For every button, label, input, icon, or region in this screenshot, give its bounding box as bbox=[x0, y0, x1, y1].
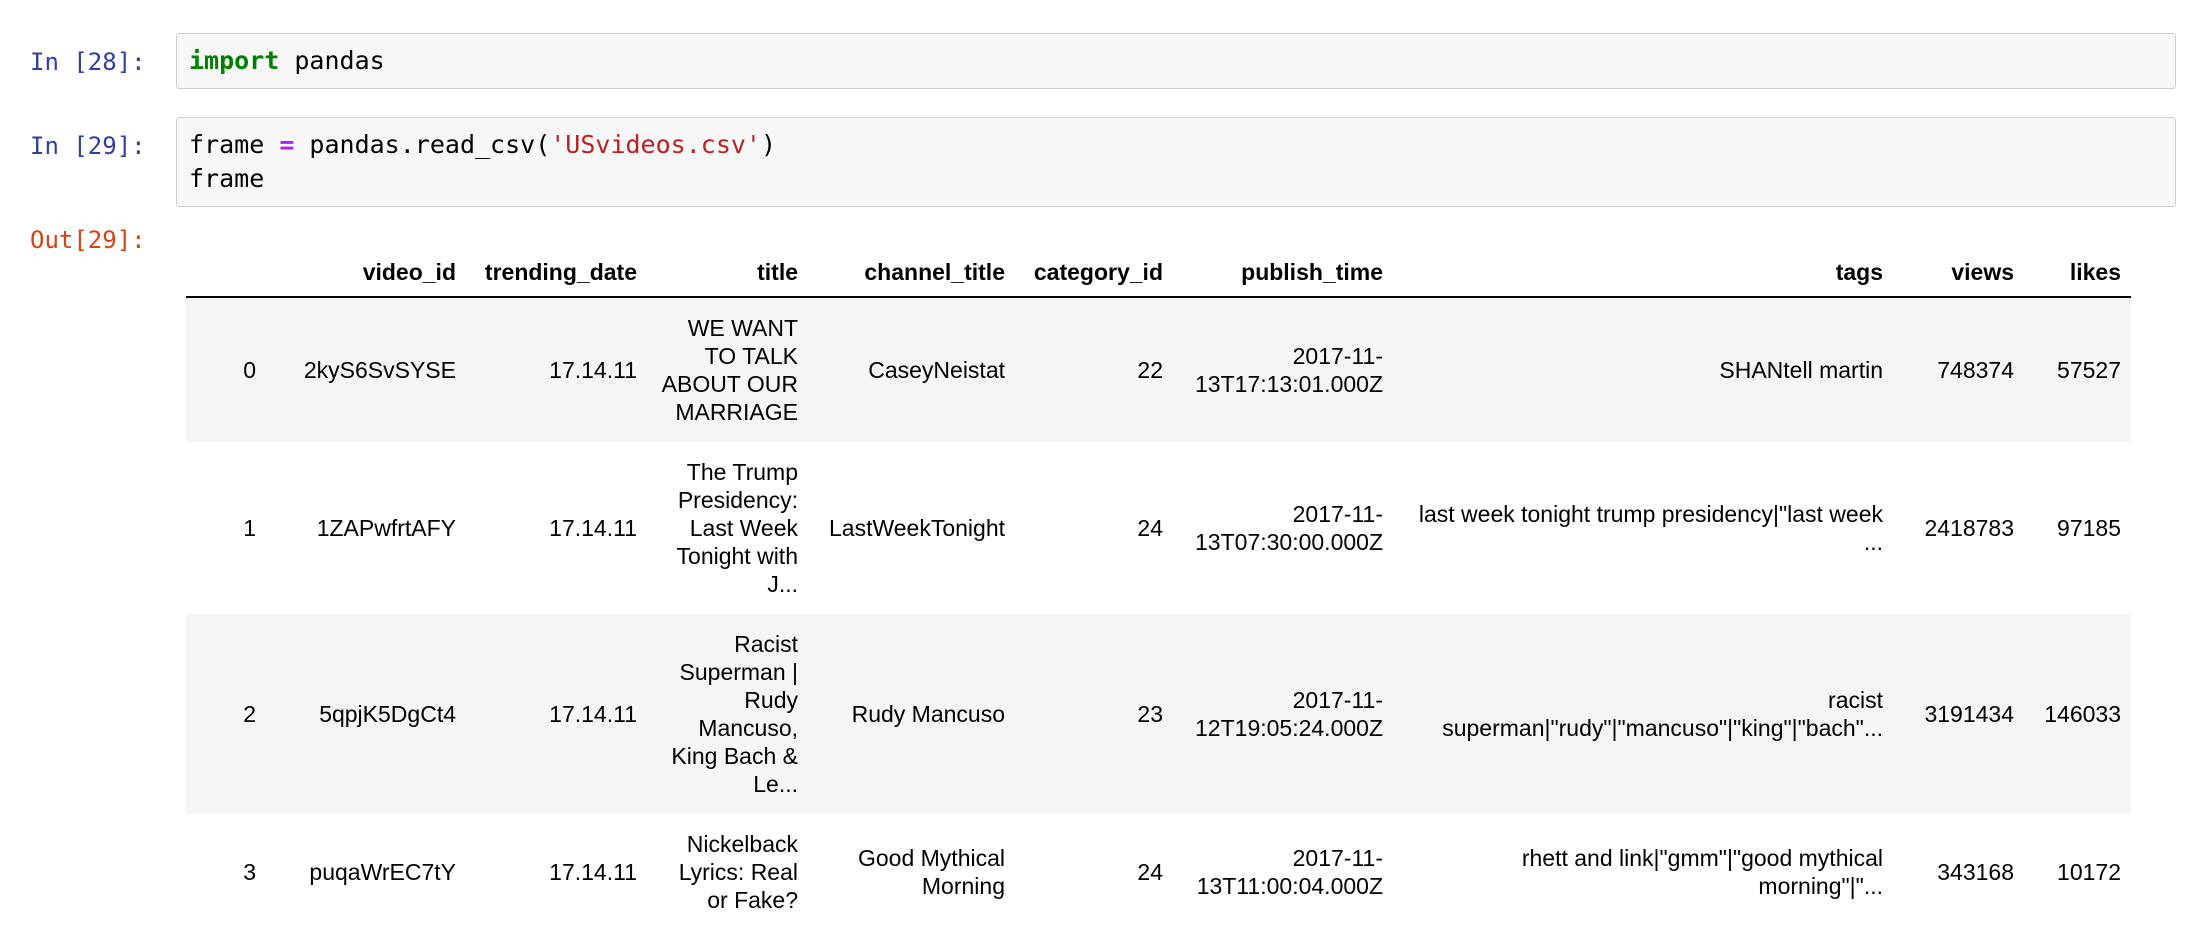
table-cell: puqaWrEC7tY bbox=[309, 859, 456, 885]
table-cell: 24 bbox=[1137, 859, 1163, 885]
output-table-wrap: video_id trending_date title channel_title c… bbox=[186, 250, 2166, 930]
table-body: 0 2kyS6SvSYSE 17.14.11 WE WANT TO TALK ABOU… bbox=[186, 297, 2131, 930]
table-cell: 343168 bbox=[1937, 859, 2014, 885]
column-header: likes bbox=[2024, 250, 2131, 298]
row-index: 2 bbox=[243, 701, 256, 727]
column-header: tags bbox=[1393, 250, 1893, 298]
table-cell: 2017-11-13T07:30:00.000Z bbox=[1195, 501, 1383, 555]
table-cell: Racist Superman | Rudy Mancuso, King Bac… bbox=[671, 631, 798, 797]
table-row: 2 5qpjK5DgCt4 17.14.11 Racist Superman | Ru… bbox=[186, 614, 2131, 814]
column-header: trending_date bbox=[466, 250, 647, 298]
table-cell: 2017-11-13T17:13:01.000Z bbox=[1195, 343, 1383, 397]
table-cell: Nickelback Lyrics: Real or Fake? bbox=[678, 831, 798, 913]
table-cell: 10172 bbox=[2057, 859, 2121, 885]
table-cell: SHANtell martin bbox=[1719, 357, 1883, 383]
table-cell: 2kyS6SvSYSE bbox=[303, 357, 456, 383]
code-line: frame bbox=[189, 162, 2163, 196]
table-cell: 24 bbox=[1137, 515, 1163, 541]
table-cell: 23 bbox=[1137, 701, 1163, 727]
code-token: = bbox=[279, 130, 295, 159]
table-cell: 2017-11-12T19:05:24.000Z bbox=[1195, 687, 1383, 741]
column-header: channel_title bbox=[808, 250, 1015, 298]
code-token: 'USvideos.csv' bbox=[550, 130, 761, 159]
column-header: category_id bbox=[1015, 250, 1173, 298]
table-row: 3 puqaWrEC7tY 17.14.11 Nickelback Lyrics: R… bbox=[186, 814, 2131, 930]
code-token: pandas.read_csv( bbox=[294, 130, 551, 159]
table-cell: LastWeekTonight bbox=[828, 515, 1005, 541]
code-token: frame bbox=[189, 130, 280, 159]
table-cell: 17.14.11 bbox=[549, 859, 637, 885]
header-row: video_id trending_date title channel_title c… bbox=[186, 250, 2131, 298]
column-header: video_id bbox=[266, 250, 466, 298]
row-index: 3 bbox=[243, 859, 256, 885]
column-header: views bbox=[1893, 250, 2024, 298]
table-cell: 2017-11-13T11:00:04.000Z bbox=[1196, 845, 1383, 899]
table-cell: 146033 bbox=[2044, 701, 2121, 727]
column-header: title bbox=[647, 250, 808, 298]
table-cell: rhett and link|"gmm"|"good mythical morn… bbox=[1521, 845, 1883, 899]
table-cell: 57527 bbox=[2057, 357, 2121, 383]
table-cell: 22 bbox=[1137, 357, 1163, 383]
input-prompt: In [29]: bbox=[30, 132, 146, 160]
table-cell: CaseyNeistat bbox=[868, 357, 1005, 383]
code-cell[interactable]: import pandas bbox=[176, 33, 2176, 89]
table-row: 1 1ZAPwfrtAFY 17.14.11 The Trump Presidency… bbox=[186, 442, 2131, 614]
code-token: ) bbox=[760, 130, 777, 159]
table-cell: Good Mythical Morning bbox=[857, 845, 1005, 899]
code-token: pandas bbox=[279, 46, 385, 75]
code-token: import bbox=[189, 46, 280, 75]
dataframe: video_id trending_date title channel_title c… bbox=[186, 250, 2131, 930]
table-cell: 2418783 bbox=[1924, 515, 2014, 541]
index-header bbox=[186, 250, 266, 298]
table-cell: 1ZAPwfrtAFY bbox=[316, 515, 456, 541]
table-cell: 17.14.11 bbox=[549, 515, 637, 541]
table-cell: 748374 bbox=[1937, 357, 2014, 383]
code-line: frame = pandas.read_csv('USvideos.csv') bbox=[189, 128, 2163, 162]
table-cell: 17.14.11 bbox=[549, 701, 637, 727]
table-cell: 5qpjK5DgCt4 bbox=[319, 701, 456, 727]
row-index: 1 bbox=[243, 515, 256, 541]
table-row: 0 2kyS6SvSYSE 17.14.11 WE WANT TO TALK ABOU… bbox=[186, 297, 2131, 442]
code-line: import pandas bbox=[189, 44, 2163, 78]
table-cell: WE WANT TO TALK ABOUT OUR MARRIAGE bbox=[661, 315, 798, 425]
table-cell: racist superman|"rudy"|"mancuso"|"king"|… bbox=[1442, 687, 1883, 741]
table-cell: 97185 bbox=[2057, 515, 2121, 541]
code-cell[interactable]: frame = pandas.read_csv('USvideos.csv') f… bbox=[176, 117, 2176, 207]
table-cell: 3191434 bbox=[1924, 701, 2014, 727]
row-index: 0 bbox=[243, 357, 256, 383]
table-head: video_id trending_date title channel_title c… bbox=[186, 250, 2131, 298]
table-cell: last week tonight trump presidency|"last… bbox=[1418, 501, 1883, 555]
output-prompt: Out[29]: bbox=[30, 226, 146, 254]
table-cell: 17.14.11 bbox=[549, 357, 637, 383]
table-cell: Rudy Mancuso bbox=[851, 701, 1005, 727]
table-cell: The Trump Presidency: Last Week Tonight … bbox=[676, 459, 798, 597]
column-header: publish_time bbox=[1173, 250, 1393, 298]
input-prompt: In [28]: bbox=[30, 48, 146, 76]
code-token: frame bbox=[189, 164, 265, 193]
